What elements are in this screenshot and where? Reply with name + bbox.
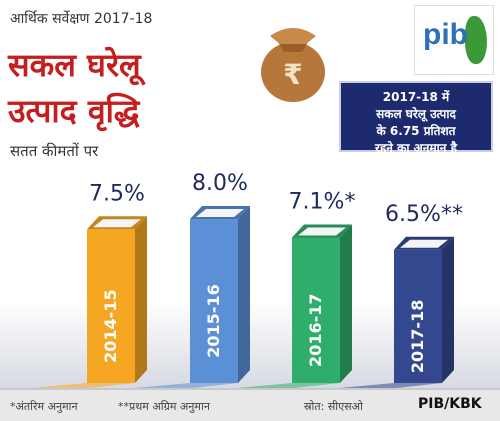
bar-front (87, 229, 135, 383)
callout-line2: सकल घरेलू उत्पाद (376, 107, 456, 121)
pib-logo: pib (414, 5, 494, 75)
bar-front (292, 237, 340, 383)
bar-category-label: 2016-17 (306, 294, 325, 367)
bar-side (442, 236, 454, 383)
bar-front (190, 219, 238, 383)
logo-word: pib (423, 18, 468, 51)
bar-side (238, 206, 250, 383)
bar-cup (400, 239, 448, 248)
bar-cup (196, 209, 244, 217)
money-bag-icon: ₹ (261, 28, 325, 102)
footer-bar (0, 388, 500, 421)
source-note: स्रोत: सीएसओ (304, 400, 363, 413)
india-map-icon (465, 16, 487, 64)
chart-title-line1: सकल घरेलू (8, 46, 141, 84)
footnote-advance: **प्रथम अग्रिम अनुमान (118, 400, 210, 413)
credit-text: PIB/KBK (418, 396, 482, 412)
money-bag-neck (278, 42, 308, 52)
bar-value-label: 6.5%** (385, 202, 463, 227)
bar-category-label: 2017-18 (408, 300, 427, 373)
chart-subtitle: सतत कीमतों पर (10, 142, 99, 160)
bar-cup (93, 219, 141, 228)
rupee-symbol: ₹ (283, 58, 302, 91)
bar-value-label: 8.0% (192, 171, 248, 196)
bar-category-label: 2014-15 (101, 289, 120, 362)
callout-text: 2017-18 में सकल घरेलू उत्पाद के 6.75 प्र… (341, 83, 491, 157)
callout-line3: के 6.75 प्रतिशत (376, 124, 456, 138)
survey-title: आर्थिक सर्वेक्षण 2017-18 (10, 11, 153, 27)
gdp-estimate-callout: 2017-18 में सकल घरेलू उत्पाद के 6.75 प्र… (339, 81, 493, 155)
bar-cup (298, 227, 346, 236)
bar-value-label: 7.1%* (289, 189, 356, 214)
bar-category-label: 2015-16 (204, 284, 223, 357)
callout-line4: रहने का अनुमान है (375, 141, 457, 155)
money-bag-body (261, 42, 325, 102)
bar-side (135, 216, 147, 383)
chart-title-line2: उत्पाद वृद्धि (8, 92, 140, 130)
footnote-interim: *अंतरिम अनुमान (10, 400, 78, 413)
bar-front (394, 249, 442, 383)
money-bag-top (270, 28, 316, 44)
bar-side (340, 224, 352, 383)
callout-line1: 2017-18 में (382, 90, 450, 104)
bar-value-label: 7.5% (89, 181, 145, 206)
bar-2014-15: 2014-15 7.5% (0, 181, 147, 393)
